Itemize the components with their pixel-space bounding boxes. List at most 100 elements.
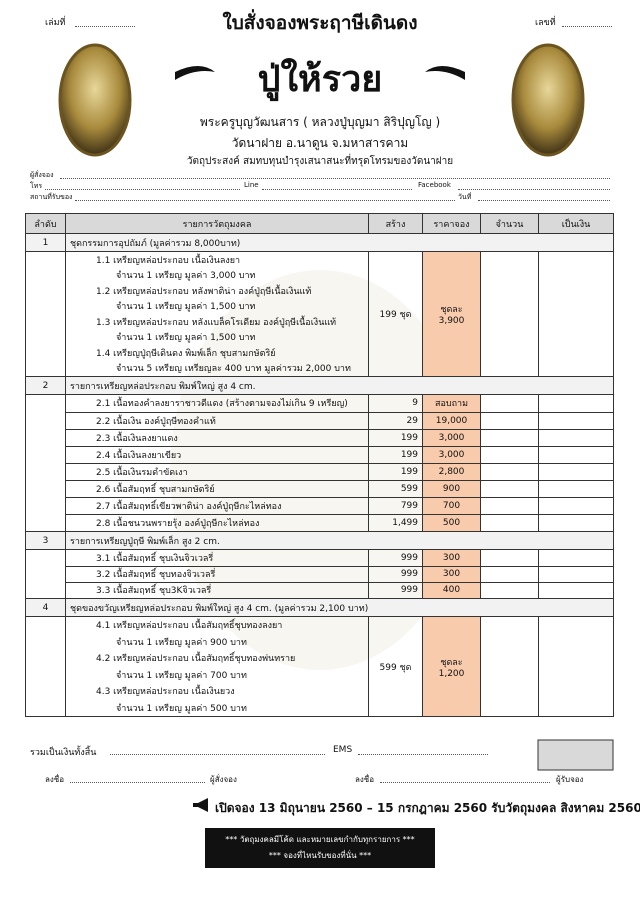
amount-cell bbox=[538, 581, 614, 599]
dotted-line bbox=[358, 754, 488, 755]
amount-cell bbox=[538, 513, 614, 532]
column-header: เป็นเงิน bbox=[538, 213, 614, 234]
built: 29 bbox=[368, 411, 423, 430]
total-box bbox=[537, 739, 614, 771]
price: 300 bbox=[422, 565, 481, 583]
built: 199 bbox=[368, 428, 423, 447]
built: 599 bbox=[368, 479, 423, 498]
sign-label: ลงชื่อ bbox=[355, 775, 375, 784]
qty-cell bbox=[480, 411, 539, 430]
qty-cell bbox=[480, 462, 539, 481]
price: 900 bbox=[422, 479, 481, 498]
sign-role: ผู้รับจอง bbox=[556, 775, 584, 784]
amount-cell bbox=[538, 565, 614, 583]
amount-cell bbox=[538, 496, 614, 515]
built: 999 bbox=[368, 549, 423, 567]
item-text: จำนวน 1 เหรียญ มูลค่า 1,500 บาท bbox=[65, 329, 369, 345]
form-label: โทร bbox=[30, 182, 43, 190]
column-header: รายการวัตถุมงคล bbox=[65, 213, 369, 234]
built: 1,499 bbox=[368, 513, 423, 532]
item-line: 1.4 เหรียญปู่ฤษีเดินดง พิมพ์เล็ก ชุบสามก… bbox=[26, 345, 614, 361]
price-value: 3,900 bbox=[438, 316, 465, 326]
medallion-right bbox=[511, 43, 585, 157]
empty-cell bbox=[25, 566, 66, 582]
item-text: 4.2 เหรียญหล่อประกอบ เนื้อสัมฤทธิ์ชุบทอง… bbox=[65, 650, 369, 667]
price: ชุดละ 1,200 bbox=[422, 616, 481, 717]
amount-cell bbox=[538, 462, 614, 481]
qty-cell bbox=[480, 251, 539, 377]
total-label: รวมเป็นเงินทั้งสิ้น bbox=[30, 748, 97, 758]
dotted-line bbox=[262, 189, 412, 190]
qty-cell bbox=[480, 394, 539, 413]
amount-cell bbox=[538, 549, 614, 567]
section-row: 2 รายการเหรียญหล่อประกอบ พิมพ์ใหญ่ สูง 4 … bbox=[25, 376, 614, 395]
item-line: จำนวน 1 เหรียญ มูลค่า 1,500 บาท bbox=[26, 298, 614, 314]
price: สอบถาม bbox=[422, 394, 481, 413]
item-row: 2.8 เนื้อชนวนพรายรุ้ง องค์ปู่ฤษีกะไหล่ทอ… bbox=[25, 513, 614, 532]
section-no: 3 bbox=[25, 531, 66, 550]
item-text: 1.3 เหรียญหล่อประกอบ หลังแบล็คโรเดียม อง… bbox=[65, 314, 369, 330]
sign-role: ผู้สั่งจอง bbox=[210, 775, 237, 784]
section-row: 1 ชุดกรรมการอุปถัมภ์ (มูลค่ารวม 8,000บาท) bbox=[25, 233, 614, 252]
item-text: จำนวน 1 เหรียญ มูลค่า 700 บาท bbox=[65, 666, 369, 683]
item-row: 3.3 เนื้อสัมฤทธิ์ ชุบ3Kจิวเวลรี่ 999 400 bbox=[25, 581, 614, 599]
note: *** วัตถุมงคลมีโค้ด และหมายเลขกำกับทุกรา… bbox=[225, 835, 415, 844]
item-name: 2.7 เนื้อสัมฤทธิ์เขียวพาติน่า องค์ปู่ฤษี… bbox=[65, 496, 369, 515]
empty-cell bbox=[25, 251, 66, 377]
dotted-line bbox=[478, 200, 610, 201]
item-row: 2.3 เนื้อเงินลงยาแดง 199 3,000 bbox=[25, 428, 614, 447]
item-text: จำนวน 1 เหรียญ มูลค่า 3,000 บาท bbox=[65, 267, 369, 283]
item-text: จำนวน 1 เหรียญ มูลค่า 900 บาท bbox=[65, 633, 369, 650]
item-row: 3.1 เนื้อสัมฤทธิ์ ชุบเงินจิวเวลรี่ 999 300 bbox=[25, 549, 614, 567]
empty-cell bbox=[25, 514, 66, 532]
item-name: 2.6 เนื้อสัมฤทธิ์ ชุบสามกษัตริย์ bbox=[65, 479, 369, 498]
item-name: 2.3 เนื้อเงินลงยาแดง bbox=[65, 428, 369, 447]
monk: พระครูบุญวัฒนสาร ( หลวงปู่บุญมา สิริปุญโ… bbox=[199, 115, 441, 129]
item-line: 4.2 เหรียญหล่อประกอบ เนื้อสัมฤทธิ์ชุบทอง… bbox=[26, 650, 614, 667]
empty-cell bbox=[25, 429, 66, 446]
item-line: 4.1 เหรียญหล่อประกอบ เนื้อสัมฤทธิ์ชุบทอง… bbox=[25, 616, 614, 717]
qty-cell bbox=[480, 479, 539, 498]
amulet-name: ปู่ให้รวย bbox=[257, 59, 383, 100]
temple: วัดนาฝาย อ.นาดูน จ.มหาสารคาม bbox=[231, 136, 409, 150]
price: 400 bbox=[422, 581, 481, 599]
item-row: 3.2 เนื้อสัมฤทธิ์ ชุบทองจิวเวลรี่ 999 300 bbox=[25, 565, 614, 583]
item-text: 1.1 เหรียญหล่อประกอบ เนื้อเงินลงยา bbox=[65, 251, 369, 268]
ornament-left bbox=[175, 66, 215, 80]
item-row: 2.4 เนื้อเงินลงยาเขียว 199 3,000 bbox=[25, 445, 614, 464]
item-line: 4.3 เหรียญหล่อประกอบ เนื้อเงินยวง bbox=[26, 683, 614, 700]
item-line: จำนวน 1 เหรียญ มูลค่า 3,000 บาท bbox=[26, 267, 614, 283]
qty-cell bbox=[480, 581, 539, 599]
dotted-line bbox=[380, 782, 550, 783]
ems-label: EMS bbox=[333, 745, 353, 755]
section-no: 1 bbox=[25, 233, 66, 252]
qty-cell bbox=[480, 565, 539, 583]
item-text: 1.4 เหรียญปู่ฤษีเดินดง พิมพ์เล็ก ชุบสามก… bbox=[65, 345, 369, 361]
dotted-line bbox=[458, 189, 610, 190]
built: 999 bbox=[368, 581, 423, 599]
item-name: 2.8 เนื้อชนวนพรายรุ้ง องค์ปู่ฤษีกะไหล่ทอ… bbox=[65, 513, 369, 532]
column-header: สร้าง bbox=[368, 213, 423, 234]
item-name: 2.2 เนื้อเงิน องค์ปู่ฤษีทองคำแท้ bbox=[65, 411, 369, 430]
item-text: 4.1 เหรียญหล่อประกอบ เนื้อสัมฤทธิ์ชุบทอง… bbox=[65, 616, 369, 634]
item-row: 2.6 เนื้อสัมฤทธิ์ ชุบสามกษัตริย์ 599 900 bbox=[25, 479, 614, 498]
item-text: จำนวน 1 เหรียญ มูลค่า 1,500 บาท bbox=[65, 298, 369, 314]
item-row: 2.1 เนื้อทองคำลงยาราชาวดีแดง (สร้างตามจอ… bbox=[25, 394, 614, 413]
form-label: Facebook bbox=[418, 181, 451, 189]
section-title: ชุดกรรมการอุปถัมภ์ (มูลค่ารวม 8,000บาท) bbox=[65, 233, 614, 252]
amount-cell bbox=[538, 479, 614, 498]
dotted-line bbox=[562, 26, 612, 27]
section-title: รายการเหรียญปู่ฤษี พิมพ์เล็ก สูง 2 cm. bbox=[65, 531, 614, 550]
medallion-left bbox=[58, 43, 132, 157]
qty-cell bbox=[480, 513, 539, 532]
qty-cell bbox=[480, 549, 539, 567]
item-text: 1.2 เหรียญหล่อประกอบ หลังพาติน่า องค์ปู่… bbox=[65, 283, 369, 299]
price: 19,000 bbox=[422, 411, 481, 430]
item-name: 3.1 เนื้อสัมฤทธิ์ ชุบเงินจิวเวลรี่ bbox=[65, 549, 369, 567]
note: *** จองที่ไหนรับของที่นั่น *** bbox=[268, 851, 372, 860]
dotted-line bbox=[75, 200, 455, 201]
section-no: 2 bbox=[25, 376, 66, 395]
form-label: สถานที่รับของ bbox=[30, 193, 73, 201]
